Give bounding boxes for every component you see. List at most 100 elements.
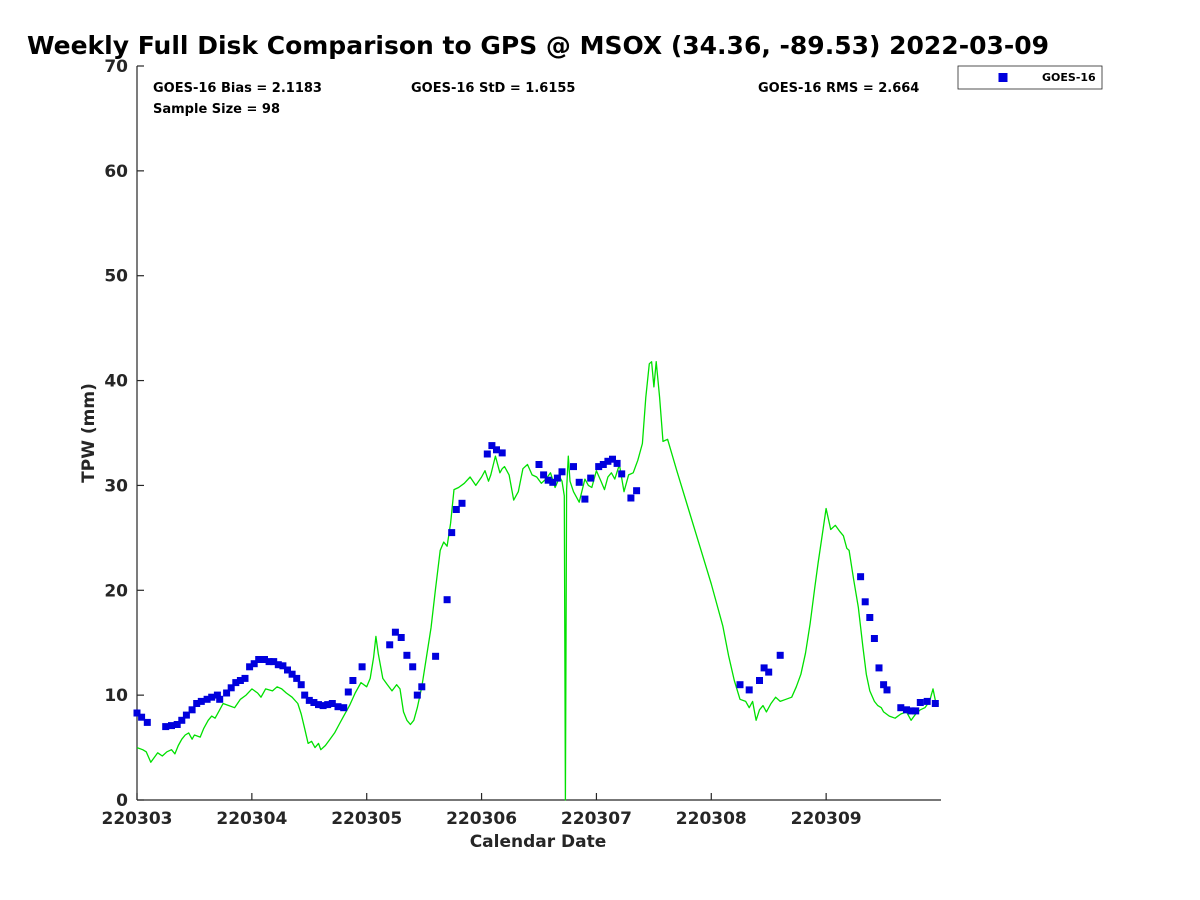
goes16-point: [310, 699, 318, 706]
goes16-point: [907, 707, 915, 715]
goes16-point: [488, 442, 496, 450]
goes16-point: [861, 598, 869, 606]
goes16-point: [575, 478, 583, 486]
goes16-point: [736, 681, 744, 689]
goes16-point: [448, 529, 456, 537]
goes16-point: [227, 684, 235, 692]
goes16-point: [581, 495, 589, 503]
goes16-point: [340, 704, 348, 712]
goes16-point: [880, 681, 888, 689]
goes16-point: [452, 506, 460, 513]
goes16-point: [293, 674, 301, 682]
y-tick-label: 0: [116, 791, 128, 811]
goes16-point: [236, 677, 244, 684]
goes16-point: [328, 700, 336, 707]
goes16-point: [609, 455, 616, 463]
goes16-point: [274, 661, 282, 669]
y-axis-label: TPW (mm): [79, 383, 99, 483]
goes16-point: [432, 652, 440, 660]
y-ticks: 0 10 20 30 40 50 60 70: [104, 57, 144, 811]
legend-marker-goes16: [998, 73, 1008, 82]
legend-entry-goes16: GOES-16: [1042, 71, 1096, 84]
goes16-point: [604, 457, 612, 465]
goes16-point: [301, 691, 309, 699]
goes16-point: [188, 706, 196, 714]
y-tick-label: 30: [104, 476, 128, 496]
goes16-point: [216, 695, 224, 703]
goes16-point: [883, 686, 891, 694]
goes16-point: [246, 663, 254, 671]
goes16-point: [255, 656, 263, 663]
goes16-point: [493, 446, 500, 454]
legend-box: [957, 65, 1103, 90]
goes16-point: [413, 691, 421, 699]
goes16-point: [168, 722, 175, 730]
goes16-point: [182, 711, 190, 719]
goes16-point: [391, 628, 399, 636]
x-tick-label: 220307: [561, 809, 632, 829]
goes16-point: [265, 658, 273, 666]
goes16-point: [931, 700, 939, 707]
goes16-point: [288, 670, 296, 678]
goes16-point: [570, 463, 577, 471]
goes16-point: [284, 666, 291, 674]
goes16-point: [250, 660, 258, 668]
goes16-point: [875, 664, 883, 672]
goes16-point: [613, 459, 621, 467]
x-tick-label: 220304: [216, 809, 287, 829]
goes16-point: [595, 463, 603, 471]
y-tick-label: 50: [104, 267, 128, 287]
goes16-point: [324, 701, 332, 709]
goes16-point: [857, 573, 865, 581]
scatter-series: [133, 442, 939, 731]
goes16-point: [279, 662, 287, 670]
goes16-point: [498, 449, 506, 457]
goes16-point: [745, 686, 753, 694]
goes16-point: [358, 663, 366, 671]
goes16-point: [923, 697, 931, 705]
goes16-point: [270, 658, 278, 666]
goes16-point: [162, 723, 170, 731]
goes16-point: [319, 702, 327, 710]
x-tick-label: 220309: [791, 809, 862, 829]
goes16-point: [232, 679, 240, 687]
goes16-point: [178, 716, 186, 724]
goes16-point: [349, 677, 357, 684]
goes16-point: [397, 634, 405, 641]
goes16-point: [334, 703, 342, 711]
goes16-point: [193, 700, 201, 707]
x-tick-label: 220308: [676, 809, 747, 829]
x-ticks: 220303 220304 220305 220306 220307 220308 2203…: [102, 793, 862, 829]
goes16-point: [765, 668, 773, 676]
goes16-point: [916, 699, 924, 706]
goes16-point: [409, 663, 417, 671]
x-tick-label: 220305: [331, 809, 402, 829]
y-tick-label: 40: [104, 372, 128, 392]
goes16-point: [138, 713, 146, 721]
goes16-point: [535, 461, 543, 468]
goes16-point: [443, 596, 451, 604]
goes16-point: [483, 450, 491, 458]
y-tick-label: 20: [104, 581, 128, 601]
goes16-point: [540, 471, 548, 479]
chart-title: Weekly Full Disk Comparison to GPS @ MSO…: [27, 31, 1049, 60]
goes16-point: [344, 688, 352, 696]
goes16-point: [403, 651, 411, 659]
goes16-point: [627, 494, 635, 502]
y-tick-label: 70: [104, 57, 128, 77]
x-tick-label: 220306: [446, 809, 517, 829]
x-tick-label: 220303: [102, 809, 173, 829]
goes16-point: [315, 701, 322, 709]
goes16-point: [203, 695, 211, 703]
goes16-point: [587, 474, 595, 482]
y-tick-label: 60: [104, 162, 128, 182]
goes16-point: [297, 681, 305, 689]
goes16-point: [223, 689, 231, 697]
goes16-point: [143, 718, 151, 726]
goes16-point: [133, 709, 141, 717]
goes16-point: [776, 651, 784, 659]
gps-line: [136, 361, 940, 801]
stat-bias: GOES-16 Bias = 2.1183: [153, 81, 322, 96]
goes16-point: [544, 476, 552, 484]
